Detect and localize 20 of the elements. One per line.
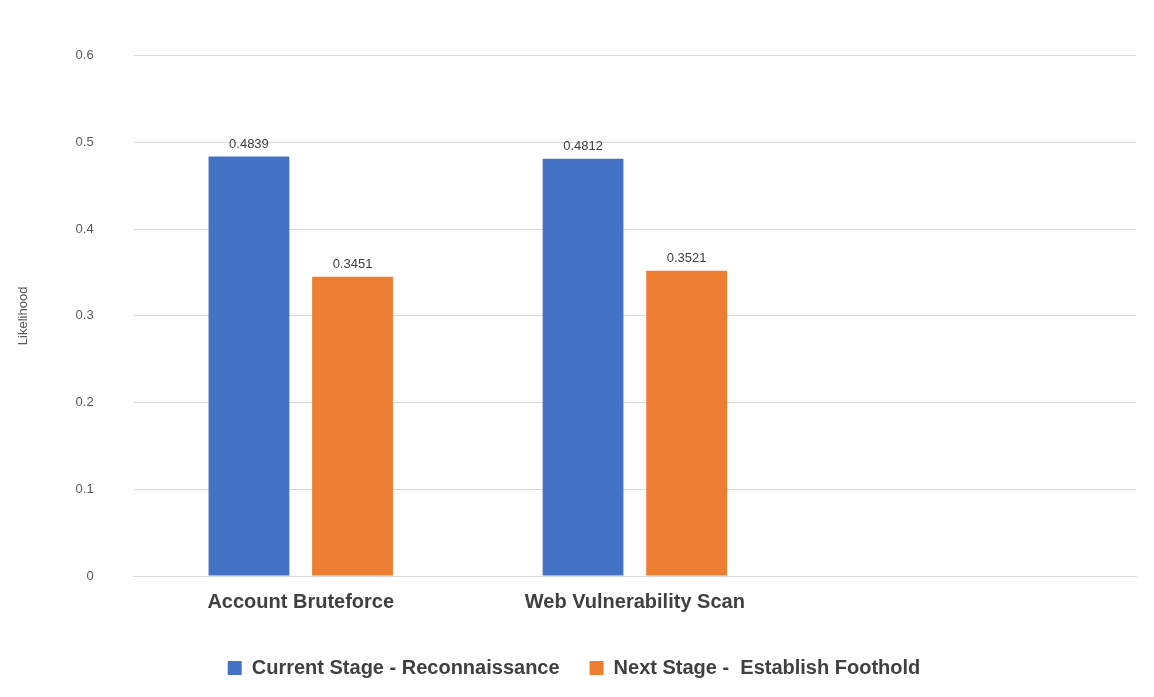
y-tick-label: 0.5 [75,134,94,150]
bar [312,276,393,576]
y-tick-label: 0 [86,567,94,583]
x-tick-label: Web Vulnerability Scan [524,589,745,612]
bar [646,270,728,576]
data-label: 0.4839 [229,135,269,151]
y-tick-label: 0.1 [75,480,94,496]
bar [542,158,624,576]
data-label: 0.3521 [666,249,707,265]
y-tick-label: 0.6 [75,47,94,63]
data-label: 0.3451 [332,255,373,271]
data-label: 0.4812 [563,137,603,153]
y-tick-label: 0.3 [75,307,94,323]
y-tick-label: 0.4 [75,220,94,236]
legend-label: Current Stage - Reconnaissance [251,655,560,678]
y-tick-label: 0.2 [75,394,94,410]
y-axis-title: Likelihood [15,286,31,346]
x-tick-label: Account Bruteforce [207,589,395,612]
legend-label: Next Stage - Establish Foothold [613,655,921,678]
bar [208,156,290,576]
